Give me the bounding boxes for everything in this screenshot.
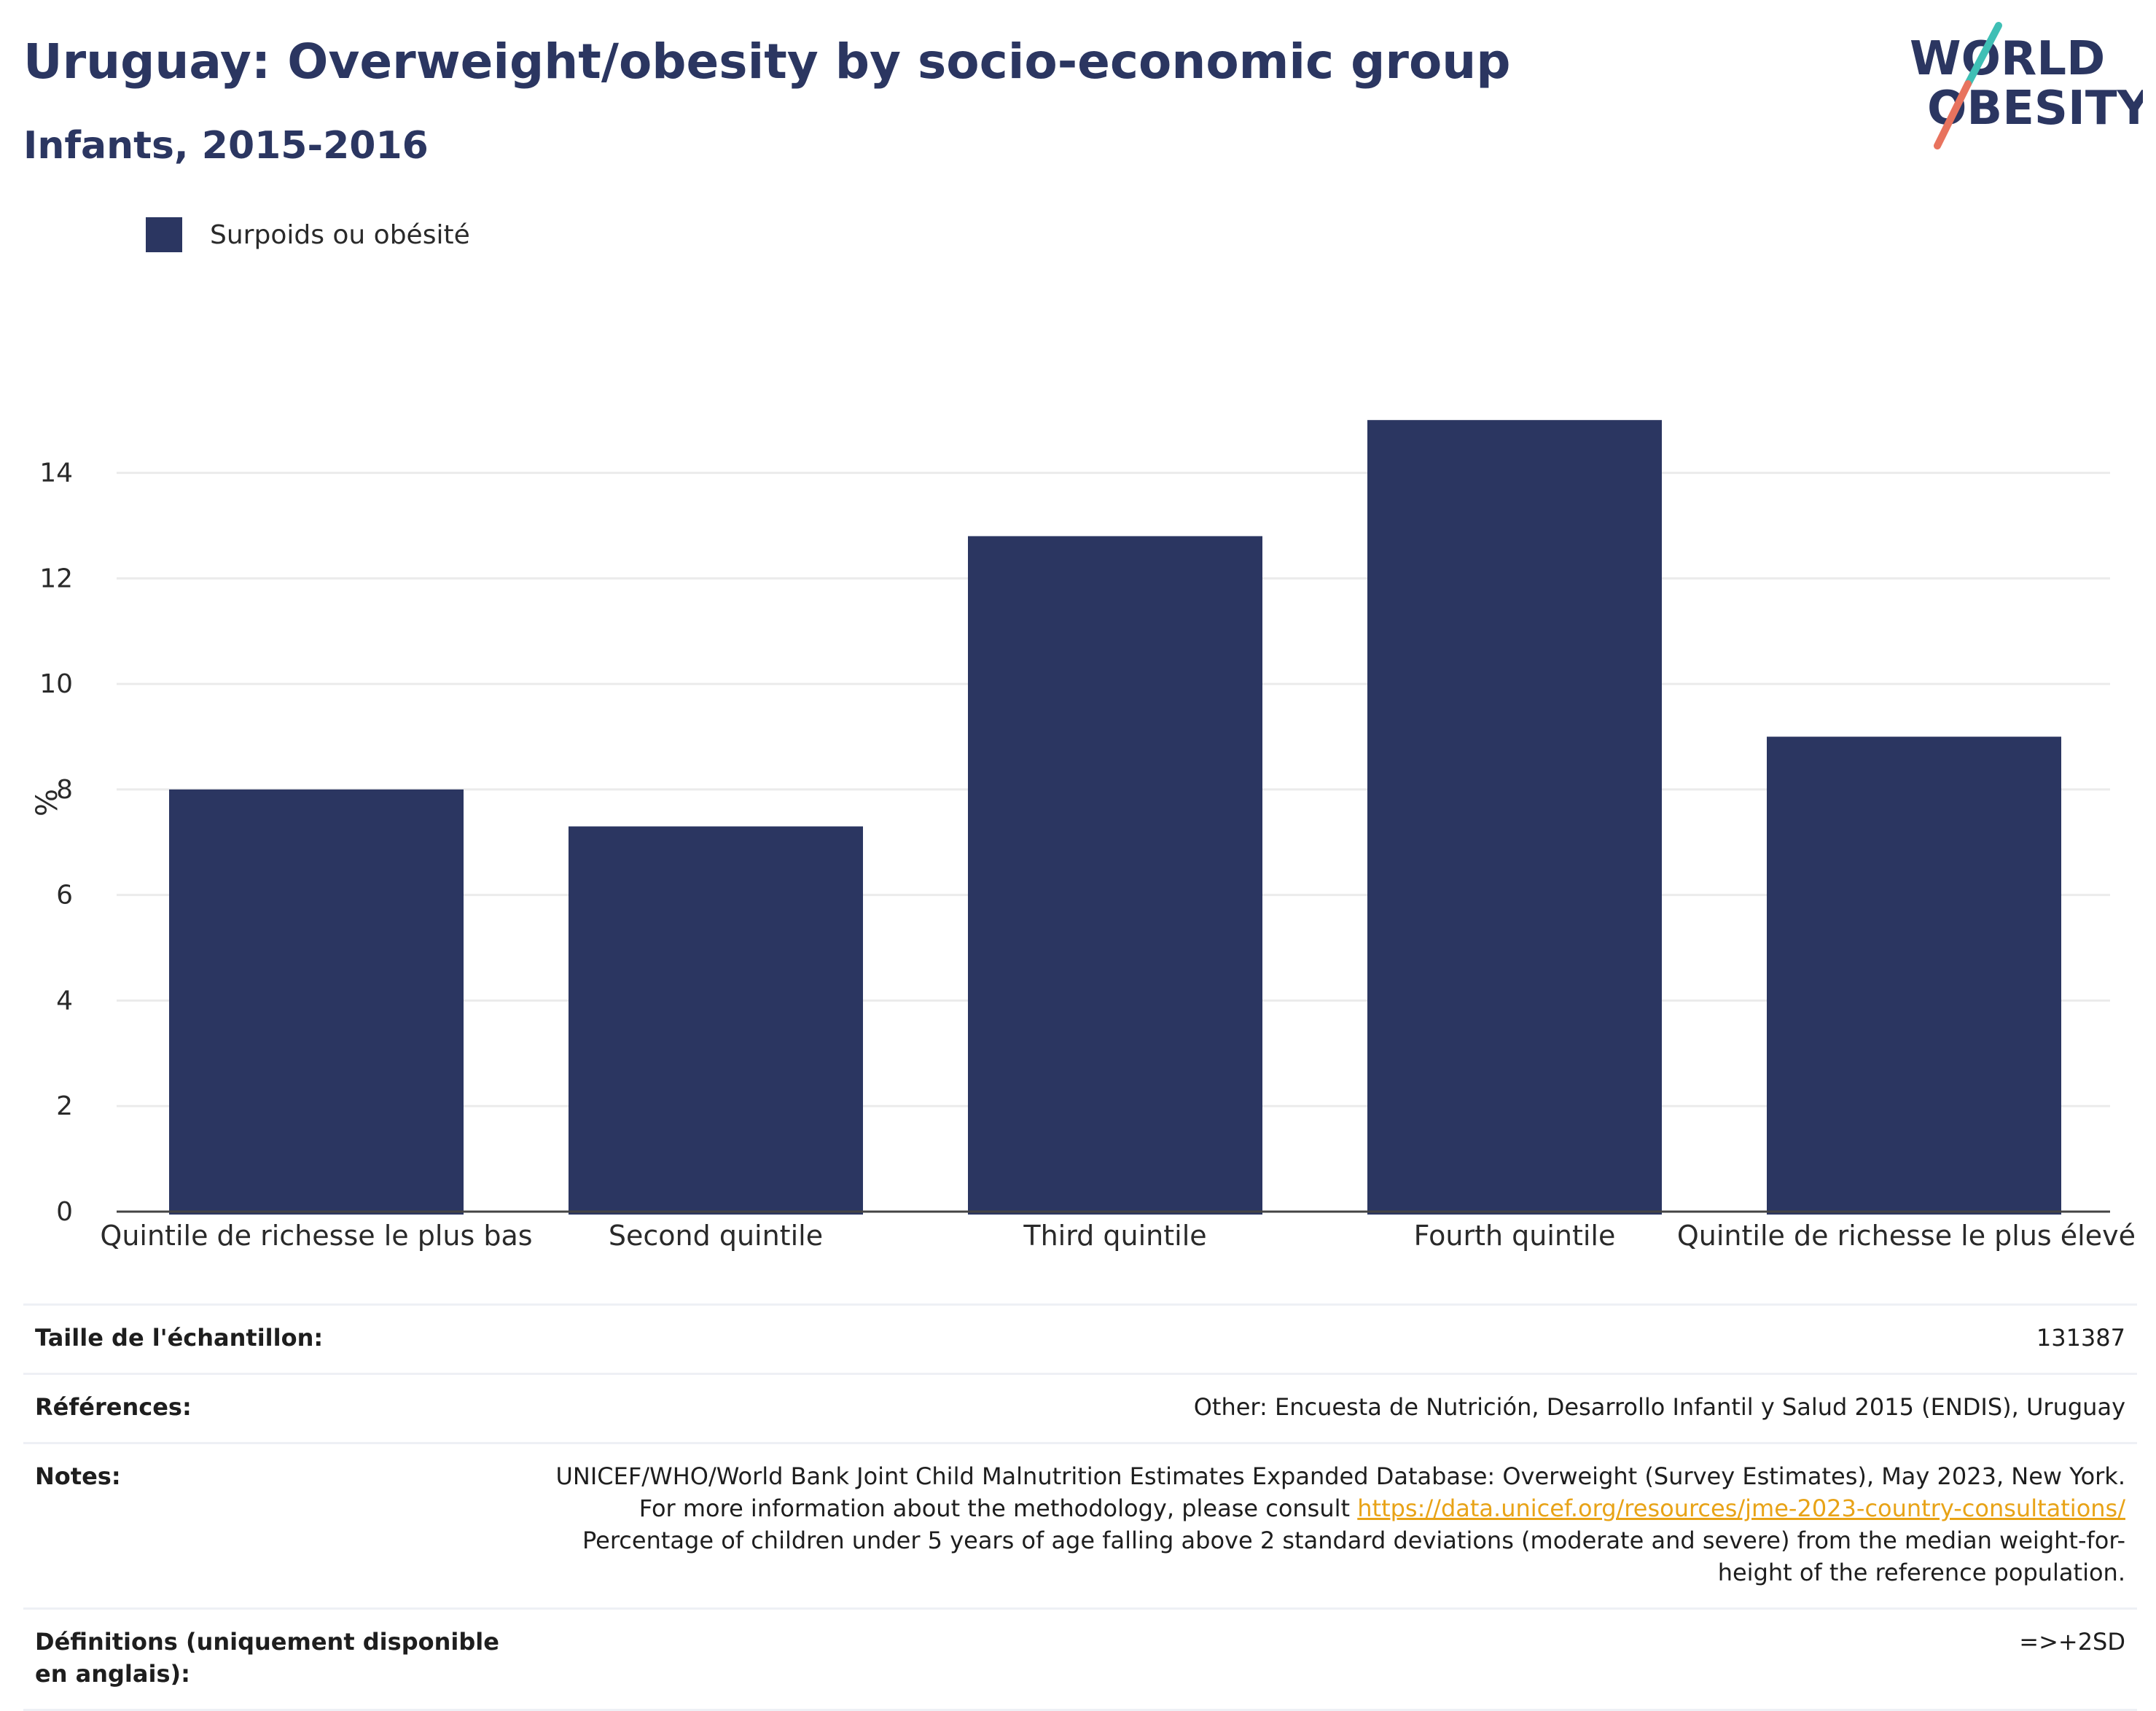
info-row-sample: Taille de l'échantillon: 131387 [23,1303,2137,1373]
chart-legend[interactable]: Surpoids ou obésité [146,217,470,252]
bar [1367,420,1662,1215]
x-tick-label: Quintile de richesse le plus élevé [1677,1220,2136,1252]
sample-label: Taille de l'échantillon: [35,1324,324,1352]
y-tick-label: 12 [39,564,73,593]
chart-subtitle: Infants, 2015-2016 [23,124,429,168]
legend-label: Surpoids ou obésité [210,219,470,250]
y-tick-label: 2 [56,1091,73,1121]
x-tick-label: Third quintile [1023,1220,1206,1252]
notes-label: Notes: [35,1462,121,1490]
y-axis-label: % [31,789,64,816]
definitions-label: Définitions (uniquement disponible en an… [35,1628,499,1688]
world-obesity-logo: WORLD OBESITY [1910,22,2143,149]
y-tick-label: 14 [39,459,73,488]
bar [968,536,1262,1215]
info-table: Taille de l'échantillon: 131387 Référenc… [23,1303,2137,1711]
bar [169,789,464,1215]
y-tick-label: 10 [39,669,73,699]
bar [1767,736,2061,1215]
legend-swatch [146,217,182,252]
references-label: Références: [35,1393,192,1421]
y-tick-label: 6 [56,881,73,911]
logo-slash-teal [1964,22,2002,87]
y-tick-label: 0 [56,1197,73,1227]
sample-value: 131387 [2036,1324,2125,1352]
x-tick-label: Quintile de richesse le plus bas [100,1220,532,1252]
info-row-notes: Notes: UNICEF/WHO/World Bank Joint Child… [23,1442,2137,1607]
references-value: Other: Encuesta de Nutrición, Desarrollo… [1193,1393,2125,1421]
notes-text-2: Percentage of children under 5 years of … [582,1527,2125,1586]
logo-word-world: WORLD [1910,32,2105,86]
bar [569,826,863,1215]
info-row-references: Références: Other: Encuesta de Nutrición… [23,1373,2137,1442]
definitions-value: =>+2SD [2019,1628,2125,1656]
notes-value: UNICEF/WHO/World Bank Joint Child Malnut… [536,1460,2126,1589]
chart-title: Uruguay: Overweight/obesity by socio-eco… [23,34,1511,90]
logo-slash-coral [1934,80,1972,149]
y-tick-label: 4 [56,986,73,1016]
x-tick-label: Second quintile [609,1220,823,1252]
info-row-definitions: Définitions (uniquement disponible en an… [23,1607,2137,1711]
bar-chart: 0 2 4 6 8 10 12 14% Quintile de richesse le plus… [31,420,2136,1252]
y-tick-label: 8 [56,775,73,805]
notes-text-1: UNICEF/WHO/World Bank Joint Child Malnut… [555,1462,2126,1522]
notes-link[interactable]: https://data.unicef.org/resources/jme-20… [1357,1494,2125,1522]
x-tick-label: Fourth quintile [1414,1220,1616,1252]
